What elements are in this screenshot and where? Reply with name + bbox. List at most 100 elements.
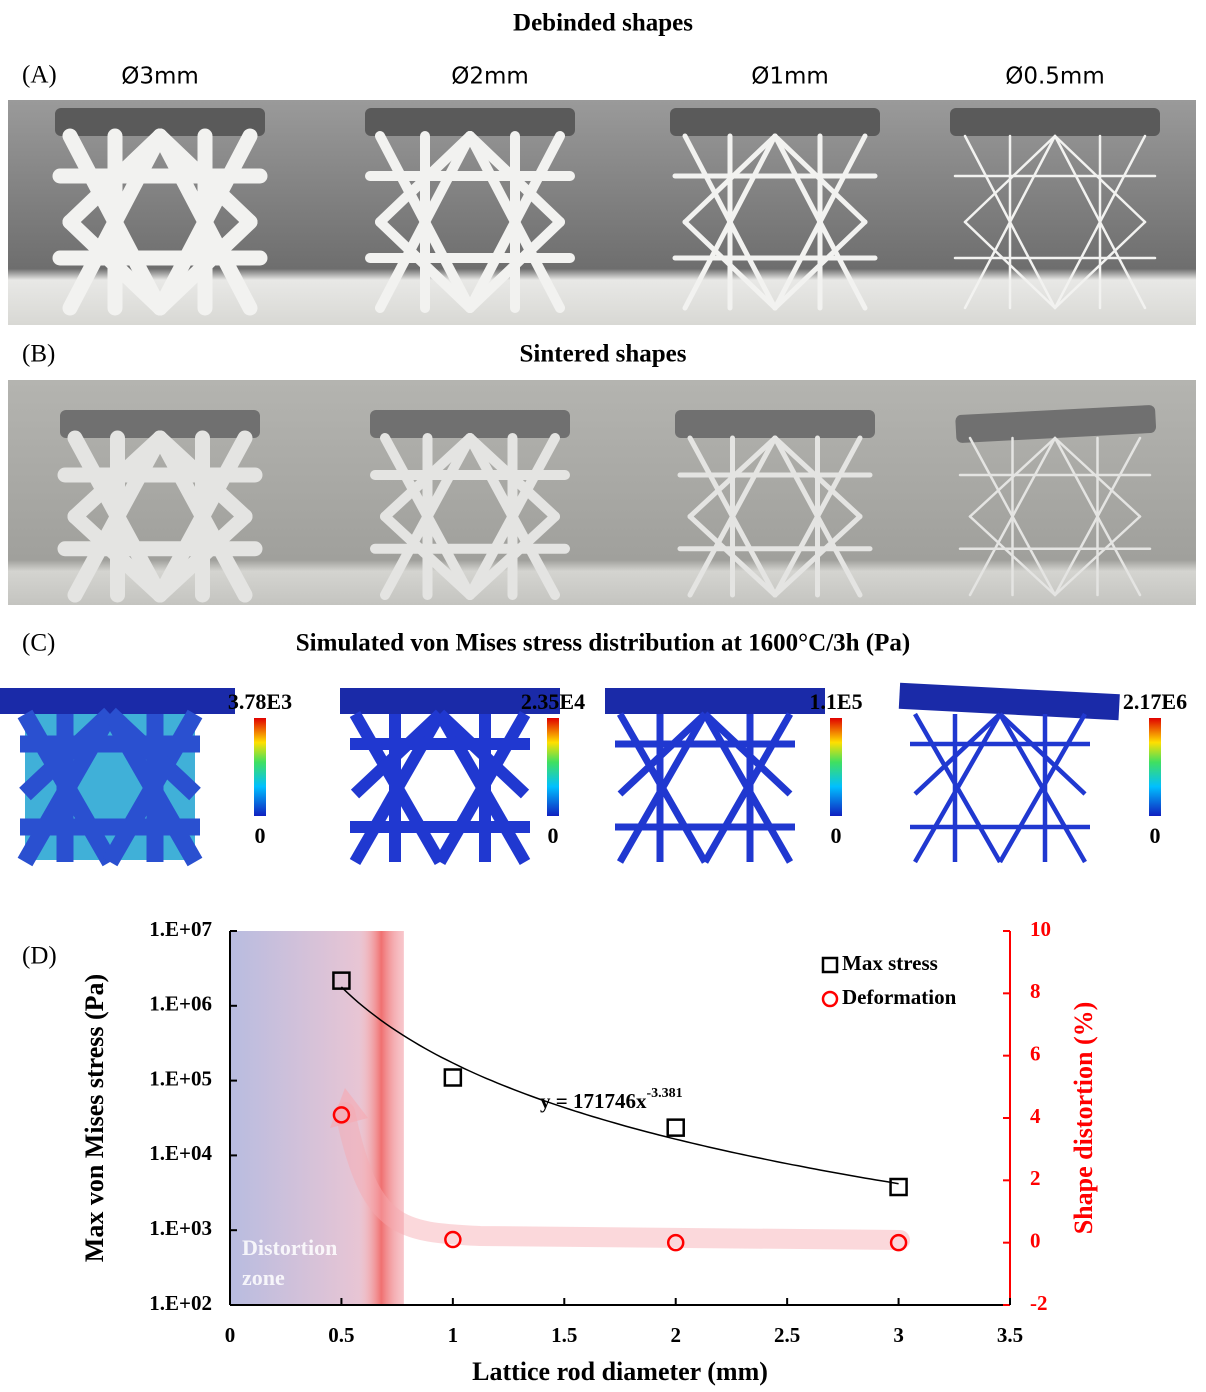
- plate: [670, 108, 880, 136]
- y2-tick-label: 10: [1030, 917, 1051, 941]
- diameter-label: Ø2mm: [451, 64, 529, 90]
- lattice-rod: [682, 133, 778, 225]
- marker-square: [443, 1068, 463, 1087]
- colorbar-min: 0: [1150, 823, 1161, 848]
- y-tick-label: 1.E+05: [149, 1066, 212, 1090]
- y2-axis-title: Shape distortion (%): [1069, 1002, 1098, 1235]
- marker-circle: [332, 1106, 351, 1124]
- y2-tick-label: 8: [1030, 979, 1041, 1003]
- lattice-rod: [375, 217, 475, 313]
- diameter-label: Ø3mm: [121, 64, 199, 90]
- plate: [950, 108, 1160, 136]
- colorbar: [830, 718, 842, 816]
- plate: [955, 405, 1157, 443]
- legend-marker: [821, 990, 839, 1008]
- legend-label: Deformation: [842, 985, 957, 1009]
- x-tick-label: 3.5: [997, 1323, 1023, 1347]
- marker-square: [666, 1118, 685, 1137]
- trend-arrow-head: [330, 1088, 368, 1128]
- lattice-rod: [67, 430, 168, 524]
- y2-tick-label: 0: [1030, 1228, 1041, 1252]
- plate: [365, 108, 575, 136]
- colorbar: [254, 718, 266, 816]
- lattice-rod: [772, 133, 868, 225]
- lattice-rod: [963, 220, 1057, 310]
- zone-label: zone: [242, 1265, 285, 1290]
- panel-label: (A): [22, 62, 57, 89]
- sim-plate: [340, 688, 560, 714]
- trendline-equation: y = 171746x: [540, 1089, 647, 1113]
- lattice-rod: [1053, 515, 1142, 597]
- lattice-rod: [465, 511, 560, 600]
- x-tick-label: 3: [893, 1323, 904, 1347]
- colorbar-max: 1.1E5: [809, 689, 862, 714]
- colorbar-max: 2.17E6: [1123, 689, 1187, 714]
- y2-tick-label: -2: [1030, 1291, 1048, 1315]
- plate: [55, 108, 265, 136]
- lattice-rod: [968, 515, 1057, 597]
- lattice-rod: [968, 436, 1057, 518]
- lattice-rod: [1053, 436, 1142, 518]
- y-tick-label: 1.E+06: [149, 992, 212, 1016]
- plate: [60, 410, 260, 438]
- colorbar: [1149, 718, 1161, 816]
- plate: [370, 410, 570, 438]
- sim-rod: [913, 712, 1002, 796]
- y-axis-title: Max von Mises stress (Pa): [80, 974, 109, 1262]
- sim-plate: [898, 682, 1120, 721]
- x-tick-label: 2.5: [774, 1323, 800, 1347]
- sim-rod: [913, 712, 1002, 864]
- x-tick-label: 0.5: [328, 1323, 354, 1347]
- lattice-rod: [682, 219, 778, 311]
- colorbar-min: 0: [255, 823, 266, 848]
- panel-title: Simulated von Mises stress distribution …: [296, 630, 910, 657]
- lattice-rod: [375, 131, 475, 227]
- colorbar-max: 3.78E3: [228, 689, 292, 714]
- legend-label: Max stress: [842, 951, 938, 975]
- lattice-rod: [380, 433, 475, 522]
- marker-circle: [889, 1233, 908, 1252]
- marker-square: [332, 971, 351, 990]
- y2-tick-label: 4: [1030, 1104, 1041, 1128]
- x-axis-title: Lattice rod diameter (mm): [472, 1357, 768, 1386]
- plate: [675, 410, 875, 438]
- lattice-rod: [152, 509, 253, 603]
- colorbar-min: 0: [548, 823, 559, 848]
- lattice-rod: [1053, 220, 1147, 310]
- x-tick-label: 0: [225, 1323, 236, 1347]
- lattice-rod: [380, 511, 475, 600]
- lattice-rod: [465, 131, 565, 227]
- y-tick-label: 1.E+02: [149, 1291, 212, 1315]
- lattice-rod: [62, 214, 168, 316]
- x-tick-label: 1: [448, 1323, 459, 1347]
- trendline: [340, 986, 899, 1185]
- diameter-label: Ø1mm: [751, 64, 829, 90]
- trendline-exponent: -3.381: [646, 1086, 682, 1101]
- y-tick-label: 1.E+04: [149, 1141, 212, 1165]
- panel-label: (B): [22, 341, 55, 368]
- sim-plate: [605, 688, 825, 714]
- lattice-rod: [465, 217, 565, 313]
- lattice-rod: [67, 509, 168, 603]
- colorbar-min: 0: [831, 823, 842, 848]
- x-tick-label: 1.5: [551, 1323, 577, 1347]
- trendline-label: y = 171746x-3.381: [540, 1086, 683, 1113]
- marker-circle: [444, 1230, 462, 1249]
- x-tick-label: 2: [670, 1323, 681, 1347]
- zone-label: Distortion: [242, 1235, 337, 1260]
- panel-label: (D): [22, 943, 57, 970]
- legend-marker: [821, 956, 839, 974]
- sim-rod: [998, 712, 1087, 864]
- lattice-rod: [772, 514, 863, 598]
- lattice-rod: [772, 219, 868, 311]
- panel-title: Sintered shapes: [520, 341, 687, 368]
- y2-tick-label: 2: [1030, 1166, 1041, 1190]
- stress-field: [25, 710, 195, 860]
- sim-rod: [998, 712, 1087, 796]
- lattice-rod: [687, 435, 778, 519]
- lattice-rod: [62, 128, 168, 230]
- trend-arrow: [335, 1102, 910, 1250]
- colorbar: [547, 718, 559, 816]
